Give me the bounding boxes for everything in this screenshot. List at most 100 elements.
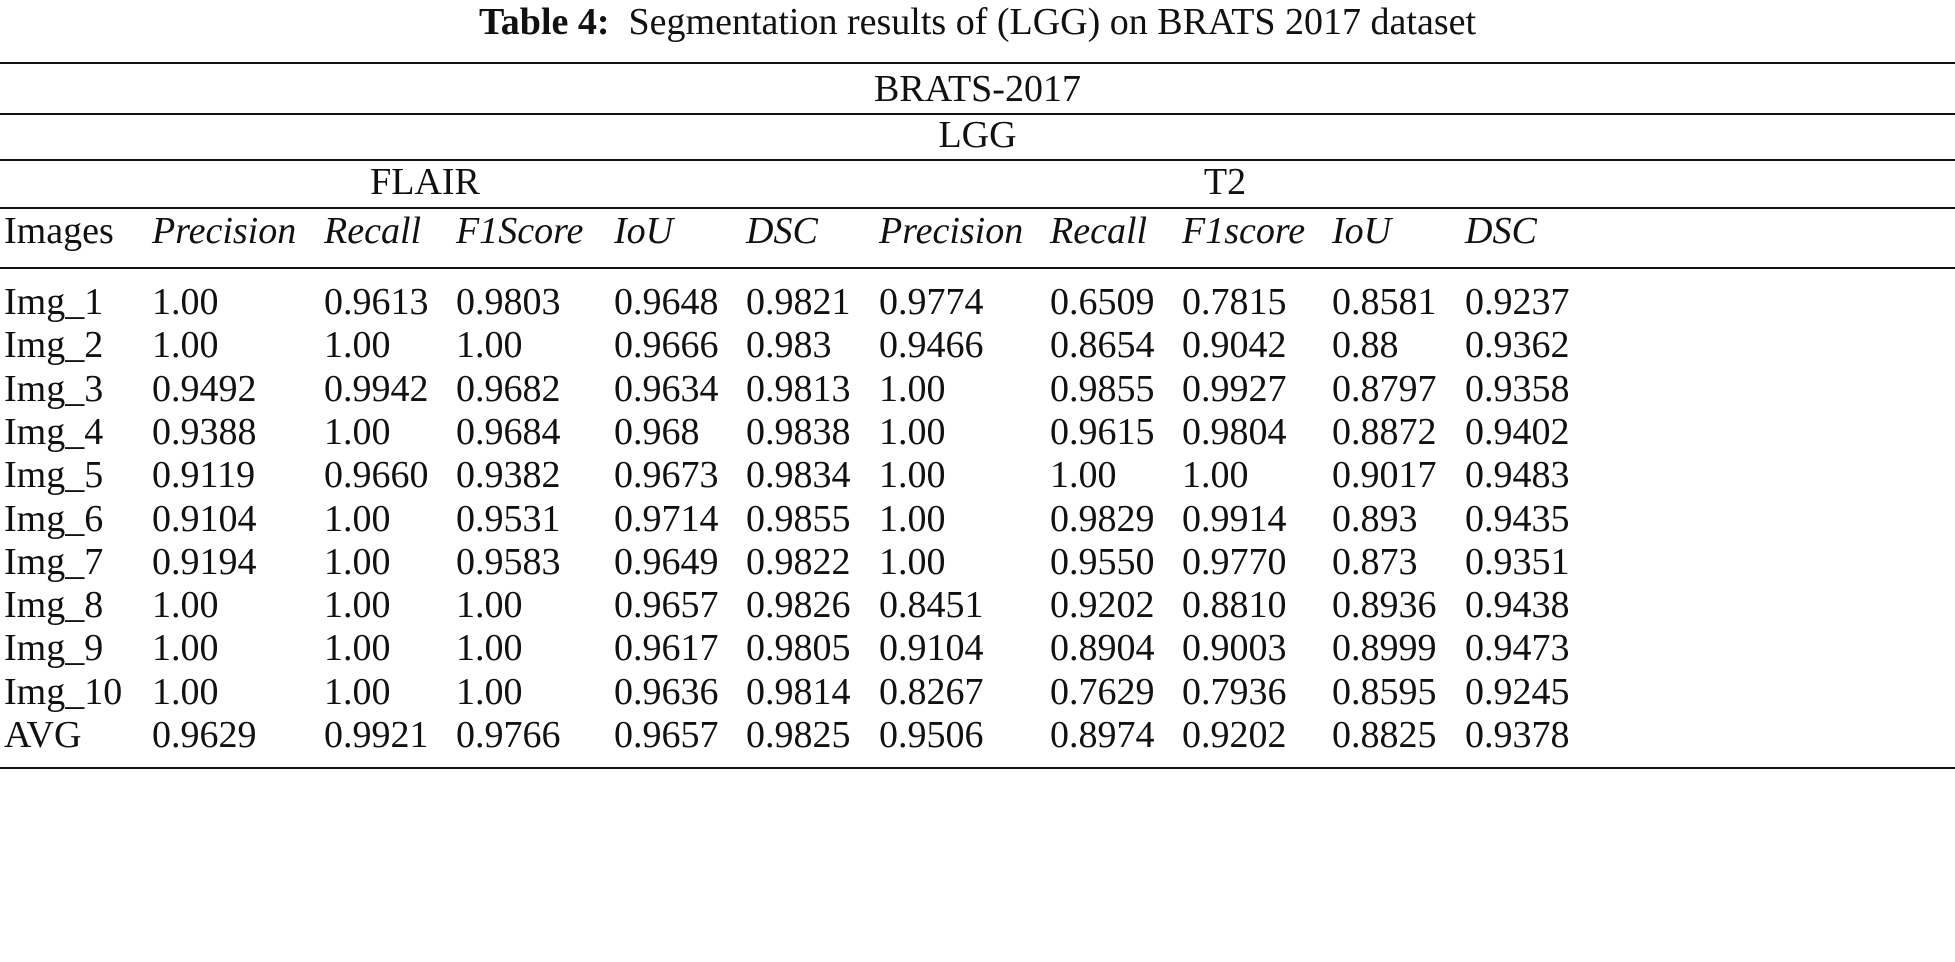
cell-t2-recall: 0.9202 (1050, 584, 1155, 627)
cell-flair-recall: 1.00 (324, 627, 391, 670)
cell-t2-precision: 0.9104 (879, 627, 984, 670)
cell-t2-iou: 0.893 (1332, 497, 1418, 540)
cell-t2-precision: 1.00 (879, 410, 946, 453)
cell-flair-recall: 0.9660 (324, 454, 429, 497)
cell-t2-f1score: 0.9202 (1182, 714, 1287, 756)
cell-flair-recall: 0.9942 (324, 367, 429, 410)
cell-flair-f1score: 1.00 (456, 324, 523, 367)
cell-flair-f1score: 0.9531 (456, 497, 561, 540)
cell-flair-precision: 0.9104 (152, 497, 257, 540)
col-header-t2-iou: IoU (1332, 210, 1392, 252)
dataset-header: BRATS-2017 (874, 68, 1081, 110)
cell-image: Img_4 (4, 410, 104, 453)
cell-flair-iou: 0.968 (614, 410, 700, 453)
cell-flair-precision: 0.9119 (152, 454, 256, 497)
table-row: Img_9 1.00 1.00 1.00 0.9617 0.9805 0.9104 0.890… (0, 621, 1955, 675)
cell-t2-f1score: 0.9770 (1182, 540, 1287, 583)
cell-image: Img_8 (4, 584, 104, 627)
cell-flair-iou: 0.9714 (614, 497, 719, 540)
col-header-t2-dsc: DSC (1465, 210, 1537, 252)
table-row: Img_4 0.9388 1.00 0.9684 0.968 0.9838 1.00 0.96… (0, 405, 1955, 459)
cell-image: Img_1 (4, 281, 104, 323)
cell-t2-precision: 1.00 (879, 497, 946, 540)
cell-flair-recall: 1.00 (324, 584, 391, 627)
table-row: Img_2 1.00 1.00 1.00 0.9666 0.983 0.9466 0.8654… (0, 318, 1955, 372)
table-row: Img_8 1.00 1.00 1.00 0.9657 0.9826 0.8451 0.920… (0, 578, 1955, 632)
caption-label: Table 4: (478, 1, 610, 43)
cell-t2-recall: 0.8904 (1050, 627, 1155, 670)
cell-t2-dsc: 0.9435 (1465, 497, 1570, 540)
cell-flair-recall: 1.00 (324, 410, 391, 453)
cell-flair-recall: 1.00 (324, 497, 391, 540)
cell-flair-iou: 0.9636 (614, 670, 719, 713)
cell-t2-iou: 0.873 (1332, 540, 1418, 583)
cell-flair-f1score: 1.00 (456, 627, 523, 670)
cell-flair-dsc: 0.9814 (746, 670, 851, 713)
col-header-t2-precision: Precision (879, 210, 1024, 252)
cell-flair-dsc: 0.9834 (746, 454, 851, 497)
cell-flair-precision: 1.00 (152, 281, 219, 323)
cell-flair-precision: 1.00 (152, 670, 219, 713)
cell-t2-iou: 0.88 (1332, 324, 1399, 367)
cell-flair-f1score: 0.9382 (456, 454, 561, 497)
cell-image: Img_3 (4, 367, 104, 410)
cell-t2-iou: 0.8936 (1332, 584, 1437, 627)
cell-flair-dsc: 0.9813 (746, 367, 851, 410)
cell-flair-f1score: 0.9766 (456, 714, 561, 756)
cell-image: Img_7 (4, 540, 104, 583)
cell-t2-f1score: 1.00 (1182, 454, 1249, 497)
cell-t2-recall: 0.9855 (1050, 367, 1155, 410)
cell-t2-f1score: 0.8810 (1182, 584, 1287, 627)
cell-flair-dsc: 0.983 (746, 324, 832, 367)
cell-t2-precision: 0.9466 (879, 324, 984, 367)
cell-flair-precision: 0.9492 (152, 367, 257, 410)
table-row: Img_6 0.9104 1.00 0.9531 0.9714 0.9855 1.00 0.9… (0, 492, 1955, 546)
cell-image: Img_5 (4, 454, 104, 497)
cell-t2-dsc: 0.9245 (1465, 670, 1570, 713)
cell-t2-iou: 0.8872 (1332, 410, 1437, 453)
cell-flair-recall: 1.00 (324, 540, 391, 583)
table-row: AVG 0.9629 0.9921 0.9766 0.9657 0.9825 0.9506 0… (0, 708, 1955, 762)
cell-flair-precision: 1.00 (152, 324, 219, 367)
cell-image: Img_6 (4, 497, 104, 540)
cell-t2-dsc: 0.9358 (1465, 367, 1570, 410)
cell-flair-recall: 1.00 (324, 670, 391, 713)
cell-t2-precision: 1.00 (879, 454, 946, 497)
cell-t2-precision: 1.00 (879, 367, 946, 410)
cell-flair-iou: 0.9648 (614, 281, 719, 323)
col-header-flair-dsc: DSC (746, 210, 818, 252)
caption-text: Segmentation results of (LGG) on BRATS 2… (628, 1, 1477, 43)
cell-flair-iou: 0.9617 (614, 627, 719, 670)
cell-flair-dsc: 0.9822 (746, 540, 851, 583)
cell-t2-recall: 0.9615 (1050, 410, 1155, 453)
cell-flair-iou: 0.9657 (614, 584, 719, 627)
cell-flair-precision: 0.9629 (152, 714, 257, 756)
cell-flair-iou: 0.9649 (614, 540, 719, 583)
cell-flair-f1score: 0.9682 (456, 367, 561, 410)
col-header-images: Images (4, 210, 114, 252)
cell-image: AVG (4, 714, 82, 756)
cell-t2-dsc: 0.9473 (1465, 627, 1570, 670)
header-rule (0, 267, 1955, 269)
cell-flair-f1score: 0.9583 (456, 540, 561, 583)
col-header-flair-precision: Precision (152, 210, 297, 252)
cell-flair-recall: 0.9921 (324, 714, 429, 756)
cell-flair-f1score: 1.00 (456, 584, 523, 627)
column-header-row: Images Precision Recall F1Score IoU DSC … (0, 205, 1955, 257)
cell-flair-precision: 0.9388 (152, 410, 257, 453)
cell-flair-f1score: 0.9684 (456, 410, 561, 453)
cell-flair-precision: 0.9194 (152, 540, 257, 583)
cell-t2-dsc: 0.9483 (1465, 454, 1570, 497)
cell-t2-recall: 0.6509 (1050, 281, 1155, 323)
cell-flair-recall: 0.9613 (324, 281, 429, 323)
table-row: Img_10 1.00 1.00 1.00 0.9636 0.9814 0.8267 0.76… (0, 665, 1955, 719)
cell-t2-dsc: 0.9402 (1465, 410, 1570, 453)
group-header-t2: T2 (1203, 161, 1247, 203)
cell-image: Img_9 (4, 627, 104, 670)
bottom-rule (0, 767, 1955, 769)
cell-t2-recall: 0.9829 (1050, 497, 1155, 540)
col-header-t2-f1score: F1score (1182, 210, 1306, 252)
cell-t2-recall: 0.8654 (1050, 324, 1155, 367)
cell-t2-dsc: 0.9362 (1465, 324, 1570, 367)
col-header-flair-iou: IoU (614, 210, 674, 252)
